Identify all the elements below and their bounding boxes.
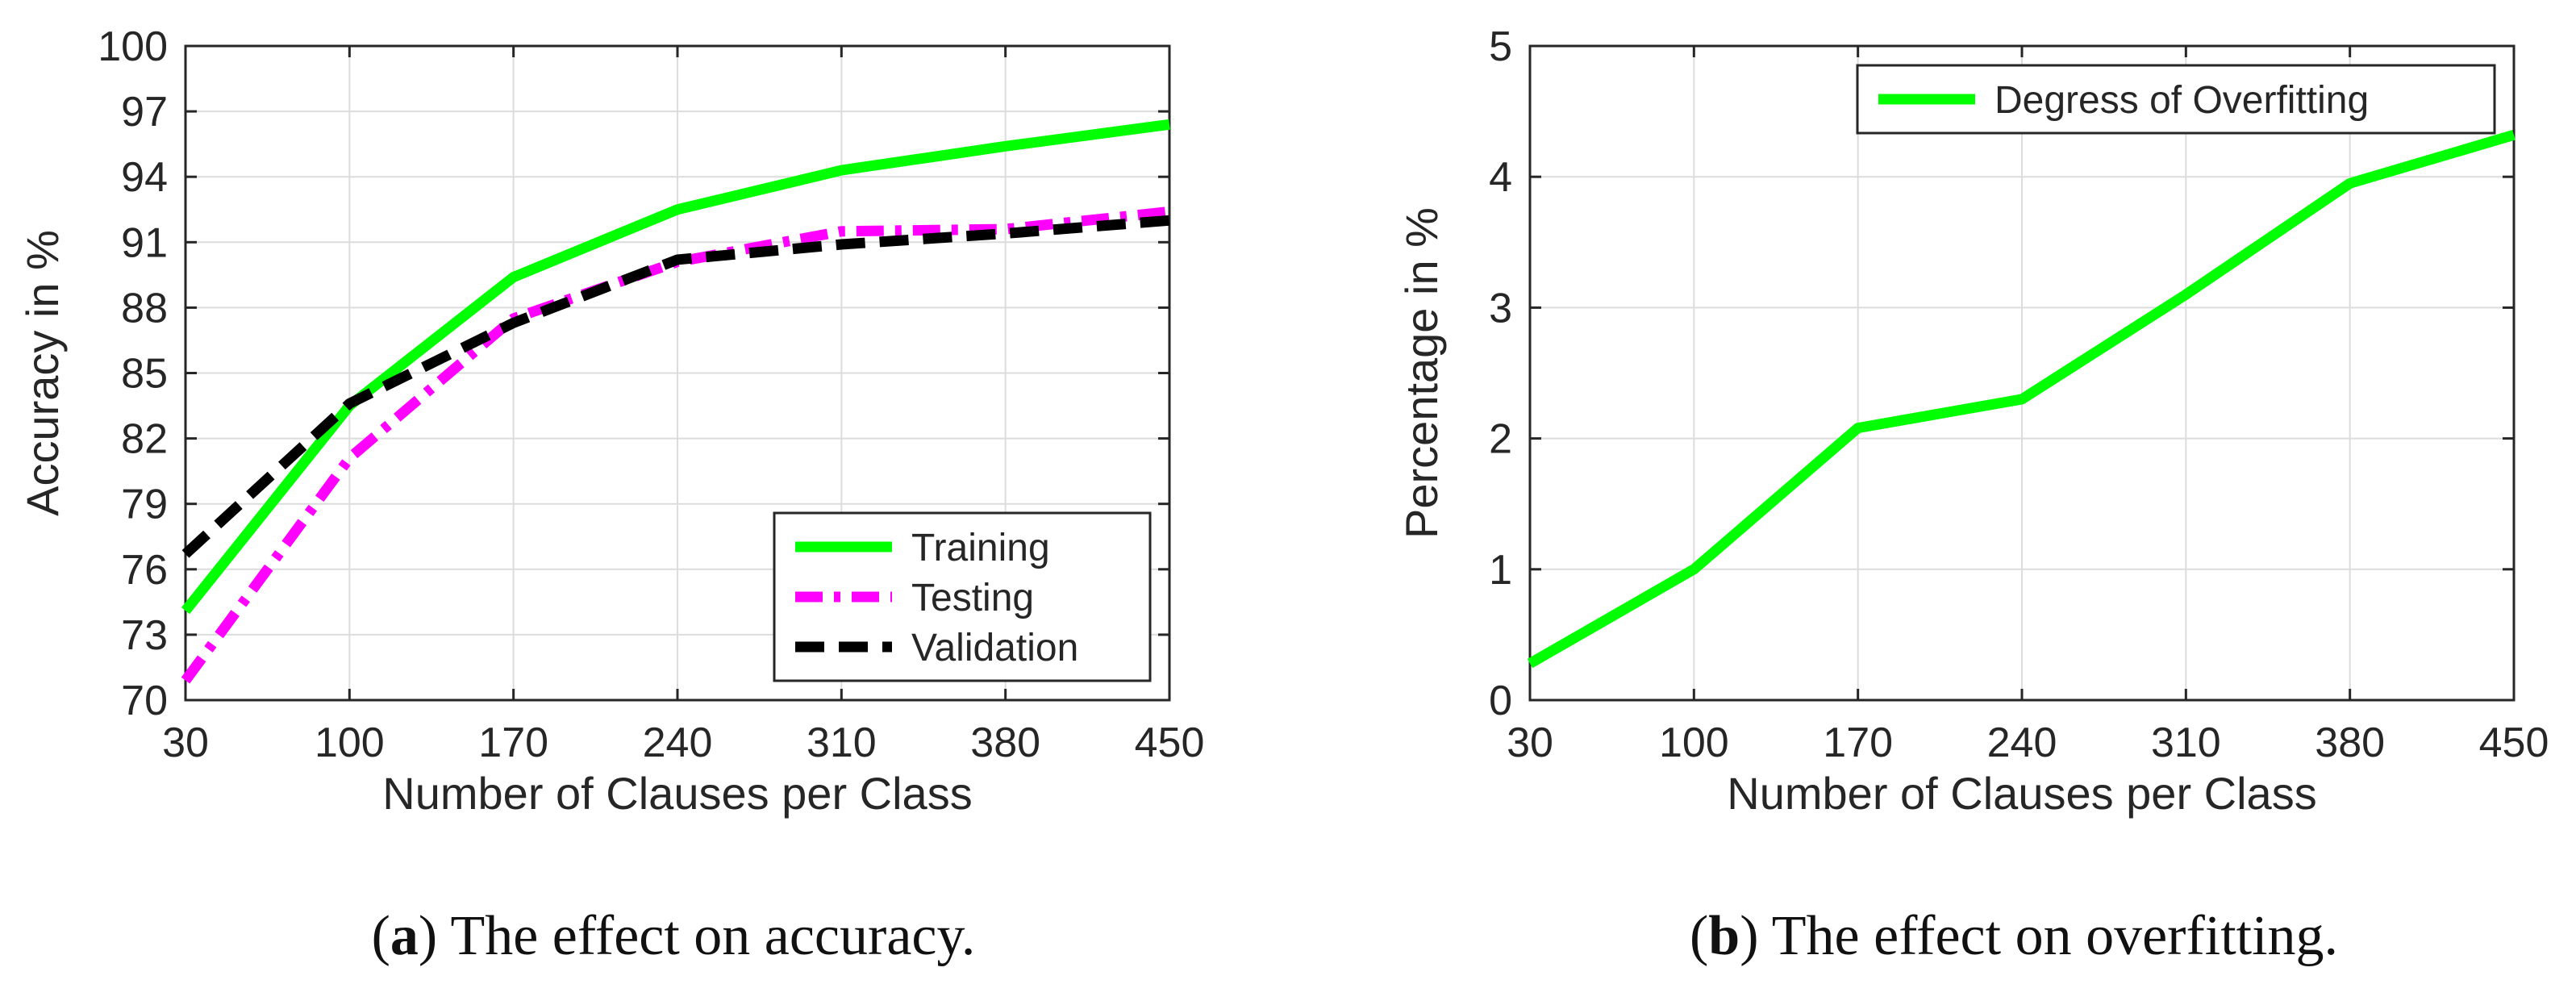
series-line-degress-of-overfitting (1527, 130, 2516, 669)
y-tick-label: 94 (121, 154, 168, 201)
x-tick-label: 310 (807, 719, 877, 766)
y-tick-label: 82 (121, 416, 168, 463)
x-tick-label: 450 (1135, 719, 1205, 766)
y-tick-label: 70 (121, 678, 168, 724)
y-axis-label: Percentage in % (1396, 207, 1447, 539)
x-tick-label: 100 (315, 719, 385, 766)
legend: Training Testing Validation (773, 511, 1152, 682)
x-tick-label: 240 (643, 719, 713, 766)
legend-label: Validation (911, 627, 1078, 669)
y-tick-label: 76 (121, 547, 168, 594)
x-tick-label: 380 (970, 719, 1040, 766)
y-tick-label: 85 (121, 351, 168, 398)
series-line-validation (181, 215, 1170, 558)
caption-open-paren: ( (1690, 905, 1708, 967)
y-tick-label: 73 (121, 612, 168, 659)
caption-text: The effect on accuracy. (450, 905, 975, 967)
x-tick-label: 30 (162, 719, 209, 766)
figure-caption: (b) The effect on overfitting. (1690, 905, 2338, 967)
x-axis-label: Number of Clauses per Class (1727, 768, 2316, 819)
x-tick-label: 240 (1987, 719, 2057, 766)
caption-panel-label: b (1708, 905, 1740, 967)
caption-close-paren: ) (1740, 905, 1772, 967)
x-axis-label: Number of Clauses per Class (382, 768, 972, 819)
y-tick-label: 79 (121, 482, 168, 528)
x-tick-label: 310 (2151, 719, 2221, 766)
legend-label: Degress of Overfitting (1995, 79, 2369, 122)
y-axis-label: Accuracy in % (17, 230, 68, 516)
x-tick-label: 30 (1507, 719, 1553, 766)
chart-panel-a: 30 100 170 240 310 380 450 70 73 76 79 82 85 88 91 94 97… (17, 23, 1204, 967)
x-tick-label: 100 (1659, 719, 1729, 766)
y-tick-label: 88 (121, 285, 168, 332)
x-tick-label: 170 (1823, 719, 1893, 766)
x-tick-label: 170 (478, 719, 548, 766)
x-tick-label: 380 (2315, 719, 2385, 766)
caption-close-paren: ) (419, 905, 451, 967)
legend-label: Training (911, 527, 1050, 569)
figure-caption: (a) The effect on accuracy. (372, 905, 976, 967)
y-tick-label: 91 (121, 219, 168, 266)
chart-panel-b: 30 100 170 240 310 380 450 0 1 2 3 4 5 Number of Clau… (1396, 23, 2549, 967)
caption-text: The effect on overfitting. (1772, 905, 2338, 967)
y-tick-label: 0 (1489, 678, 1512, 724)
y-tick-label: 3 (1489, 285, 1512, 332)
legend-label: Testing (911, 577, 1034, 619)
x-tick-label: 450 (2479, 719, 2549, 766)
y-tick-label: 1 (1489, 547, 1512, 594)
y-tick-label: 97 (121, 89, 168, 136)
y-tick-label: 100 (98, 23, 168, 70)
caption-open-paren: ( (372, 905, 390, 967)
caption-panel-label: a (390, 905, 419, 967)
y-tick-label: 5 (1489, 23, 1512, 70)
y-tick-label: 2 (1489, 416, 1512, 463)
legend: Degress of Overfitting (1856, 64, 2496, 135)
y-tick-label: 4 (1489, 154, 1512, 201)
